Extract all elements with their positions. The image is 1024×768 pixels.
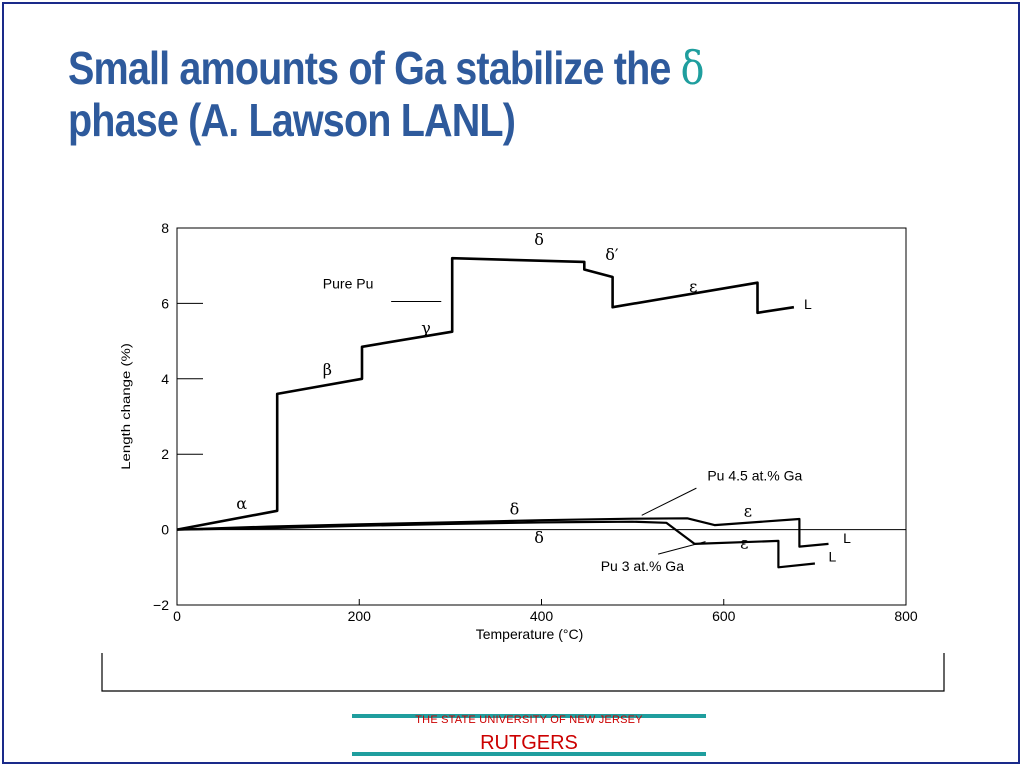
annotation-label: δ′ — [605, 245, 619, 264]
y-tick-label: 8 — [161, 220, 169, 236]
annotation-label: ε — [744, 501, 752, 520]
slide-title: Small amounts of Ga stabilize the δ phas… — [68, 42, 825, 146]
annotation-label: δ — [534, 230, 544, 249]
x-tick-label: 800 — [894, 608, 918, 624]
title-delta-symbol: δ — [680, 41, 705, 95]
annotation-label: δ — [534, 528, 544, 547]
plot-area-border — [176, 227, 907, 606]
leader-line-2 — [641, 487, 697, 516]
x-axis-label: Temperature (°C) — [476, 626, 584, 642]
annotation-label: Pure Pu — [323, 275, 374, 291]
series-line-3 — [176, 520, 816, 569]
series-line-2 — [176, 517, 829, 548]
annotation-label: ε — [689, 277, 697, 296]
annotation-label: β — [323, 360, 332, 379]
annotation-label: Pu 4.5 at.% Ga — [707, 468, 802, 484]
y-tick-label: 0 — [161, 522, 169, 538]
y-axis-label: Length change (%) — [119, 343, 132, 470]
title-line-1: Small amounts of Ga stabilize the — [68, 42, 681, 94]
series-line-1 — [176, 256, 795, 531]
annotation-label: L — [829, 549, 837, 565]
footer-rule-top — [352, 714, 706, 718]
x-tick-label: 0 — [173, 608, 181, 624]
title-line-2: phase (A. Lawson LANL) — [68, 94, 516, 146]
figure-bracket — [101, 653, 945, 692]
annotation-label: L — [843, 530, 851, 546]
x-tick-label: 600 — [712, 608, 736, 624]
annotation-label: γ — [421, 319, 431, 338]
footer-rutgers: RUTGERS — [480, 732, 578, 754]
y-tick-label: 4 — [161, 371, 169, 387]
annotation-label: ε — [740, 533, 748, 552]
chart-container: −2 0 2 4 6 8 0 200 400 600 800 Temperature (°C) Leng… — [100, 215, 946, 693]
annotation-label: Pu 3 at.% Ga — [601, 558, 684, 574]
y-tick-label: 2 — [161, 446, 169, 462]
x-tick-label: 200 — [348, 608, 372, 624]
x-tick-label: 400 — [530, 608, 554, 624]
footer-university: THE STATE UNIVERSITY OF NEW JERSEY — [415, 714, 643, 726]
footer-rule-bottom — [352, 752, 706, 756]
annotation-label: α — [236, 494, 247, 513]
annotation-label: δ — [510, 500, 520, 519]
y-tick-label: 6 — [161, 295, 169, 311]
y-tick-label: −2 — [153, 597, 169, 613]
annotation-label: L — [804, 296, 812, 312]
leader-line-3 — [658, 541, 706, 555]
